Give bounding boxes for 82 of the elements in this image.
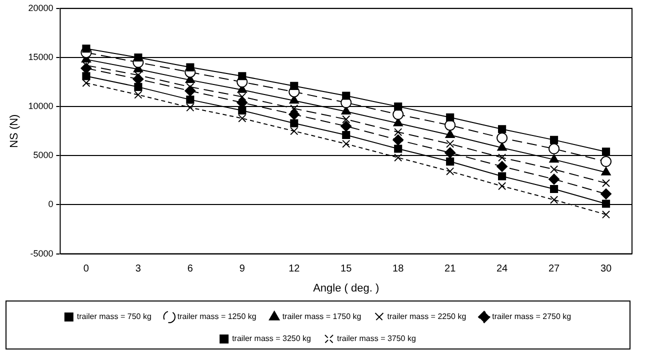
y-tick-label: 15000	[28, 52, 54, 62]
point	[342, 115, 350, 124]
point	[498, 172, 506, 180]
point	[444, 147, 456, 158]
x-tick-label: 21	[444, 264, 456, 275]
point	[134, 90, 142, 99]
legend-label: trailer mass = 1750 kg	[282, 312, 362, 322]
legend-label: trailer mass = 2250 kg	[387, 312, 466, 322]
point	[498, 182, 506, 190]
point	[549, 154, 559, 163]
point	[446, 113, 454, 122]
y-tick-label: 20000	[28, 2, 54, 13]
legend-label: trailer mass = 1250 kg	[177, 312, 256, 322]
point	[600, 156, 612, 168]
point	[238, 92, 246, 101]
x-tick-label: 24	[496, 264, 508, 275]
x-tick-label: 18	[392, 264, 404, 275]
x-axis-title: Angle ( deg. )	[313, 282, 380, 294]
point	[445, 130, 455, 138]
x-tick-label: 0	[83, 264, 90, 275]
point	[290, 119, 298, 128]
point	[394, 154, 402, 162]
point	[394, 102, 402, 111]
point	[82, 78, 90, 88]
point	[602, 148, 610, 156]
point	[498, 154, 506, 162]
point	[238, 114, 246, 122]
point	[82, 44, 90, 53]
point	[446, 157, 454, 166]
point	[498, 125, 506, 134]
x-tick-label: 27	[548, 264, 560, 275]
point	[600, 188, 612, 200]
y-tick-label: 10000	[28, 101, 54, 112]
point	[134, 82, 142, 91]
point	[602, 200, 610, 208]
point	[342, 92, 350, 100]
y-axis-title: NS (N)	[8, 114, 21, 148]
x-tick-label: 15	[340, 264, 352, 275]
point	[602, 179, 610, 188]
y-tick-label: 5000	[33, 150, 54, 160]
point	[238, 72, 246, 80]
point	[550, 136, 558, 144]
point	[186, 104, 194, 112]
point	[550, 184, 558, 194]
x-tick-label: 6	[187, 264, 194, 275]
point	[238, 106, 246, 115]
point	[446, 167, 454, 176]
y-tick-label: 0	[48, 199, 54, 210]
point	[444, 120, 456, 131]
x-tick-label: 30	[600, 264, 612, 275]
point	[394, 128, 402, 136]
point	[82, 72, 90, 80]
point	[392, 134, 404, 146]
point	[134, 53, 142, 62]
point	[186, 96, 194, 104]
point	[340, 120, 352, 132]
point	[496, 160, 508, 172]
point	[496, 132, 508, 144]
point	[290, 127, 298, 136]
point	[446, 140, 454, 148]
point	[497, 142, 507, 151]
point	[550, 165, 558, 174]
point	[550, 196, 558, 204]
point	[601, 166, 611, 176]
point	[342, 130, 350, 140]
legend-label: trailer mass = 3250 kg	[232, 334, 312, 344]
point	[290, 82, 298, 90]
legend-label: trailer mass = 750 kg	[76, 312, 152, 322]
point	[394, 144, 402, 153]
point	[548, 174, 560, 185]
legend-label: trailer mass = 3750 kg	[337, 334, 416, 344]
point	[290, 104, 298, 113]
point	[288, 108, 300, 120]
x-tick-label: 12	[288, 264, 300, 275]
x-tick-label: 9	[239, 264, 246, 275]
point	[342, 140, 350, 148]
point	[186, 63, 194, 72]
x-tick-label: 3	[135, 264, 142, 275]
point	[548, 143, 560, 154]
legend-label: trailer mass = 2750 kg	[492, 312, 572, 322]
y-tick-label: -5000	[30, 248, 54, 258]
point	[602, 210, 610, 219]
